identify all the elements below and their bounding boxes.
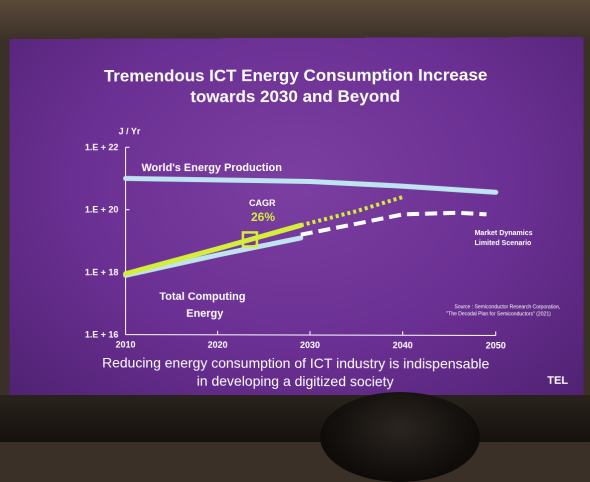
label-computing-line1: Total Computing — [159, 291, 245, 303]
y-axis-label: J / Yr — [119, 126, 141, 136]
x-tick-label: 2030 — [300, 340, 320, 350]
x-tick-label: 2050 — [486, 340, 506, 350]
y-tick-label: 1.E + 22 — [85, 142, 119, 152]
audience-area — [0, 395, 590, 442]
y-tick-label: 1.E + 16 — [85, 330, 119, 340]
room-ceiling — [0, 0, 590, 40]
series-line-2 — [126, 225, 301, 274]
source-line2: "The Decadal Plan for Semiconductors" (2… — [446, 311, 551, 317]
cagr-label: CAGR — [249, 198, 276, 208]
series-line-3 — [301, 197, 403, 225]
x-tick-label: 2010 — [116, 340, 136, 350]
slide-subtitle: Reducing energy consumption of ICT indus… — [10, 353, 584, 391]
y-tick-label: 1.E + 20 — [85, 205, 119, 215]
energy-chart: J / Yr 1.E + 221.E + 201.E + 181.E + 16 … — [10, 37, 584, 401]
label-computing-line2: Energy — [186, 308, 224, 320]
y-axis-ticks: 1.E + 22 1.E + 20 1.E + 18 1.E + 16 — [85, 142, 119, 339]
x-axis-ticks: 2010 2020 2030 2040 2050 — [116, 340, 506, 351]
slide-subtitle-line2: in developing a digitized society — [10, 371, 584, 391]
x-tick-label: 2040 — [393, 340, 413, 350]
projection-screen: Tremendous ICT Energy Consumption Increa… — [10, 37, 584, 401]
tel-logo: TEL — [547, 375, 568, 387]
slide-subtitle-line1: Reducing energy consumption of ICT indus… — [10, 353, 584, 373]
chart-gridlines — [126, 147, 496, 336]
x-tick-label: 2020 — [208, 340, 228, 350]
audience-head — [320, 392, 480, 482]
scenario-label-line1: Market Dynamics — [475, 230, 533, 237]
x-axis-line — [126, 335, 496, 336]
series-line-4 — [301, 213, 487, 235]
y-tick-label: 1.E + 18 — [85, 267, 119, 277]
series-line-0 — [126, 178, 496, 192]
source-line1: Source : Semiconductor Research Corporat… — [454, 304, 560, 310]
chart-series — [126, 178, 496, 276]
series-line-1 — [126, 238, 301, 276]
cagr-value: 26% — [251, 210, 275, 224]
label-world-energy: World's Energy Production — [141, 162, 282, 174]
scenario-label-line2: Limited Scenario — [475, 240, 532, 247]
